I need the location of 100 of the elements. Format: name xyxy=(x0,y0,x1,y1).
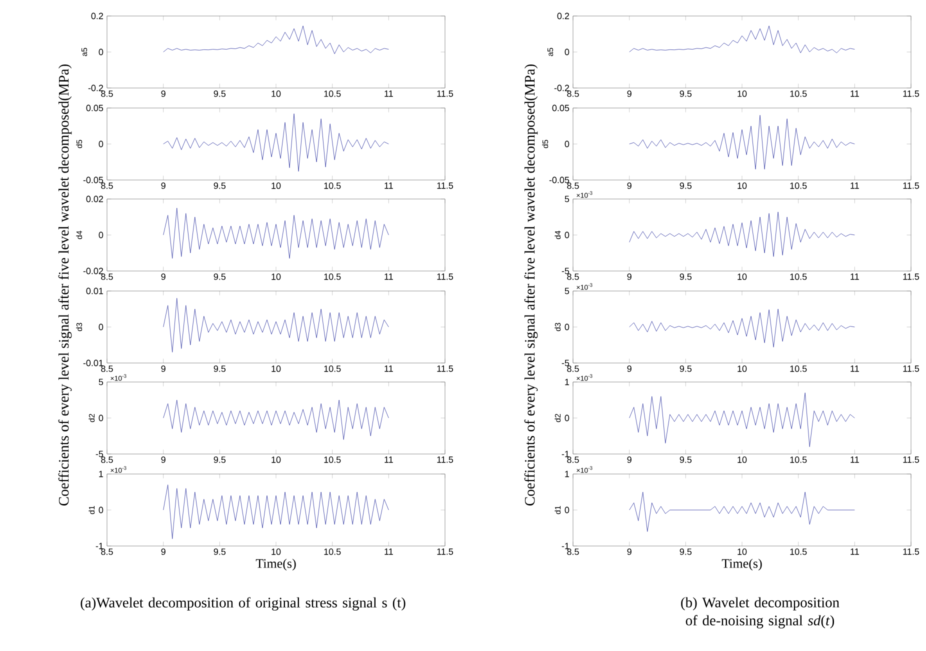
text: Coefficients of every level signal after five level wavelet decomposed(MPa) xyxy=(524,64,538,506)
line-series xyxy=(163,114,389,172)
y-axis-title: d1 xyxy=(554,506,561,514)
y-tick-label: -1 xyxy=(96,542,104,550)
x-tick-label: 11.5 xyxy=(437,274,454,280)
x-tick-label: 10 xyxy=(272,274,281,280)
y-tick-label: -0.05 xyxy=(83,176,104,184)
line-series xyxy=(629,308,855,348)
x-tick-label: 11 xyxy=(850,90,859,97)
x-tick-label: 11 xyxy=(384,274,393,280)
x-tick-label: 9 xyxy=(161,182,166,189)
x-tick-label: 11 xyxy=(850,456,859,463)
x-tick-label: 9 xyxy=(161,366,166,372)
x-tick-label: 8.5 xyxy=(101,182,113,189)
x-tick-label: 10 xyxy=(272,90,281,97)
y-axis-title: d2 xyxy=(88,414,95,422)
x-tick-label: 10 xyxy=(272,182,281,189)
x-tick-label: 9.5 xyxy=(214,456,226,463)
x-tick-label: 9 xyxy=(627,366,632,372)
x-tick-label: 11 xyxy=(850,548,859,555)
y-axis-title: d3 xyxy=(554,322,561,332)
x-tick-label: 8.5 xyxy=(567,90,579,97)
x-tick-label: 8.5 xyxy=(567,548,579,555)
y-tick-label: 0 xyxy=(98,506,104,514)
x-tick-label: 10 xyxy=(738,182,747,189)
x-tick-label: 11.5 xyxy=(903,274,920,280)
x-tick-label: 10.5 xyxy=(790,456,807,463)
y-tick-label: -5 xyxy=(96,450,104,458)
y-axis-title: d4 xyxy=(554,230,561,240)
x-tick-label: 9 xyxy=(627,182,632,189)
y-tick-label: 1 xyxy=(99,470,104,478)
x-tick-label: 9 xyxy=(627,90,632,97)
y-tick-label: 1 xyxy=(565,470,570,478)
x-tick-label: 9 xyxy=(161,456,166,463)
line-series xyxy=(163,484,389,540)
y-axis-title: a5 xyxy=(82,48,88,56)
x-tick-label: 8.5 xyxy=(567,182,579,189)
x-tick-label: 9.5 xyxy=(680,274,692,280)
x-tick-label: 9.5 xyxy=(680,182,692,189)
text: (b) Wavelet decomposition of de-noising signal sd(t) xyxy=(681,597,840,628)
x-tick-label: 10.5 xyxy=(324,548,341,555)
y-tick-label: 0 xyxy=(98,324,104,330)
line-series xyxy=(629,392,855,448)
y-tick-label: 0 xyxy=(98,48,104,56)
x-tick-label: 10.5 xyxy=(324,90,341,97)
y-tick-label: 0 xyxy=(564,506,570,514)
y-tick-label: 0.01 xyxy=(86,288,104,294)
text: (a)Wavelet decomposition of original stress signal s (t) xyxy=(80,597,406,611)
x-tick-label: 8.5 xyxy=(101,90,113,97)
x-tick-label: 8.5 xyxy=(101,456,113,463)
x-tick-label: 10 xyxy=(738,366,747,372)
y-tick-label: -1 xyxy=(562,450,570,458)
x-tick-label: 11 xyxy=(384,366,393,372)
x-tick-label: 8.5 xyxy=(567,456,579,463)
y-tick-label: 0 xyxy=(98,414,104,422)
x-tick-label: 11 xyxy=(384,182,393,189)
x-tick-label: 9.5 xyxy=(214,548,226,555)
y-tick-label: 5 xyxy=(98,378,104,386)
x-tick-label: 9.5 xyxy=(680,366,692,372)
y-tick-label: 0.2 xyxy=(557,12,570,20)
x-tick-label: 11 xyxy=(384,90,393,97)
y-tick-label: -0.2 xyxy=(88,84,104,92)
x-tick-label: 11.5 xyxy=(903,182,920,189)
x-tick-label: 11.5 xyxy=(437,548,454,555)
y-axis-title: a5 xyxy=(548,48,554,56)
x-tick-label: 9.5 xyxy=(214,90,226,97)
x-tick-label: 8.5 xyxy=(101,366,113,372)
x-tick-label: 10.5 xyxy=(790,548,807,555)
y-tick-label: -0.01 xyxy=(83,360,104,366)
x-tick-label: 8.5 xyxy=(567,274,579,280)
x-tick-label: 10 xyxy=(738,274,747,280)
y-tick-label: -0.02 xyxy=(83,268,104,274)
x-tick-label: 11.5 xyxy=(903,90,920,97)
x-tick-label: 11.5 xyxy=(903,548,920,555)
x-tick-label: 11 xyxy=(384,456,393,463)
y-tick-label: 0.05 xyxy=(86,104,104,112)
x-tick-label: 9.5 xyxy=(214,366,226,372)
y-tick-label: 0 xyxy=(564,140,570,148)
y-tick-label: -5 xyxy=(562,360,570,366)
y-tick-label: 5 xyxy=(564,288,570,294)
line-series xyxy=(163,400,389,440)
y-axis-title: d5 xyxy=(542,140,548,148)
x-tick-label: 10 xyxy=(738,456,747,463)
x-tick-label: 11.5 xyxy=(437,456,454,463)
x-tick-label: 11.5 xyxy=(903,366,920,372)
line-series xyxy=(629,212,855,257)
x-tick-label: 9 xyxy=(627,274,632,280)
x-tick-label: 9 xyxy=(627,456,632,463)
y-tick-label: 1 xyxy=(565,378,570,386)
line-series xyxy=(163,26,389,54)
x-tick-label: 10 xyxy=(738,548,747,555)
x-tick-label: 10.5 xyxy=(790,90,807,97)
line-series xyxy=(629,114,855,170)
x-tick-label: 11.5 xyxy=(437,90,454,97)
x-tick-label: 9.5 xyxy=(214,182,226,189)
y-axis-title: d2 xyxy=(554,414,561,422)
line-series xyxy=(163,298,389,352)
y-tick-label: 5 xyxy=(564,196,570,202)
x-tick-label: 9 xyxy=(161,90,166,97)
y-tick-label: 0.05 xyxy=(552,104,570,112)
